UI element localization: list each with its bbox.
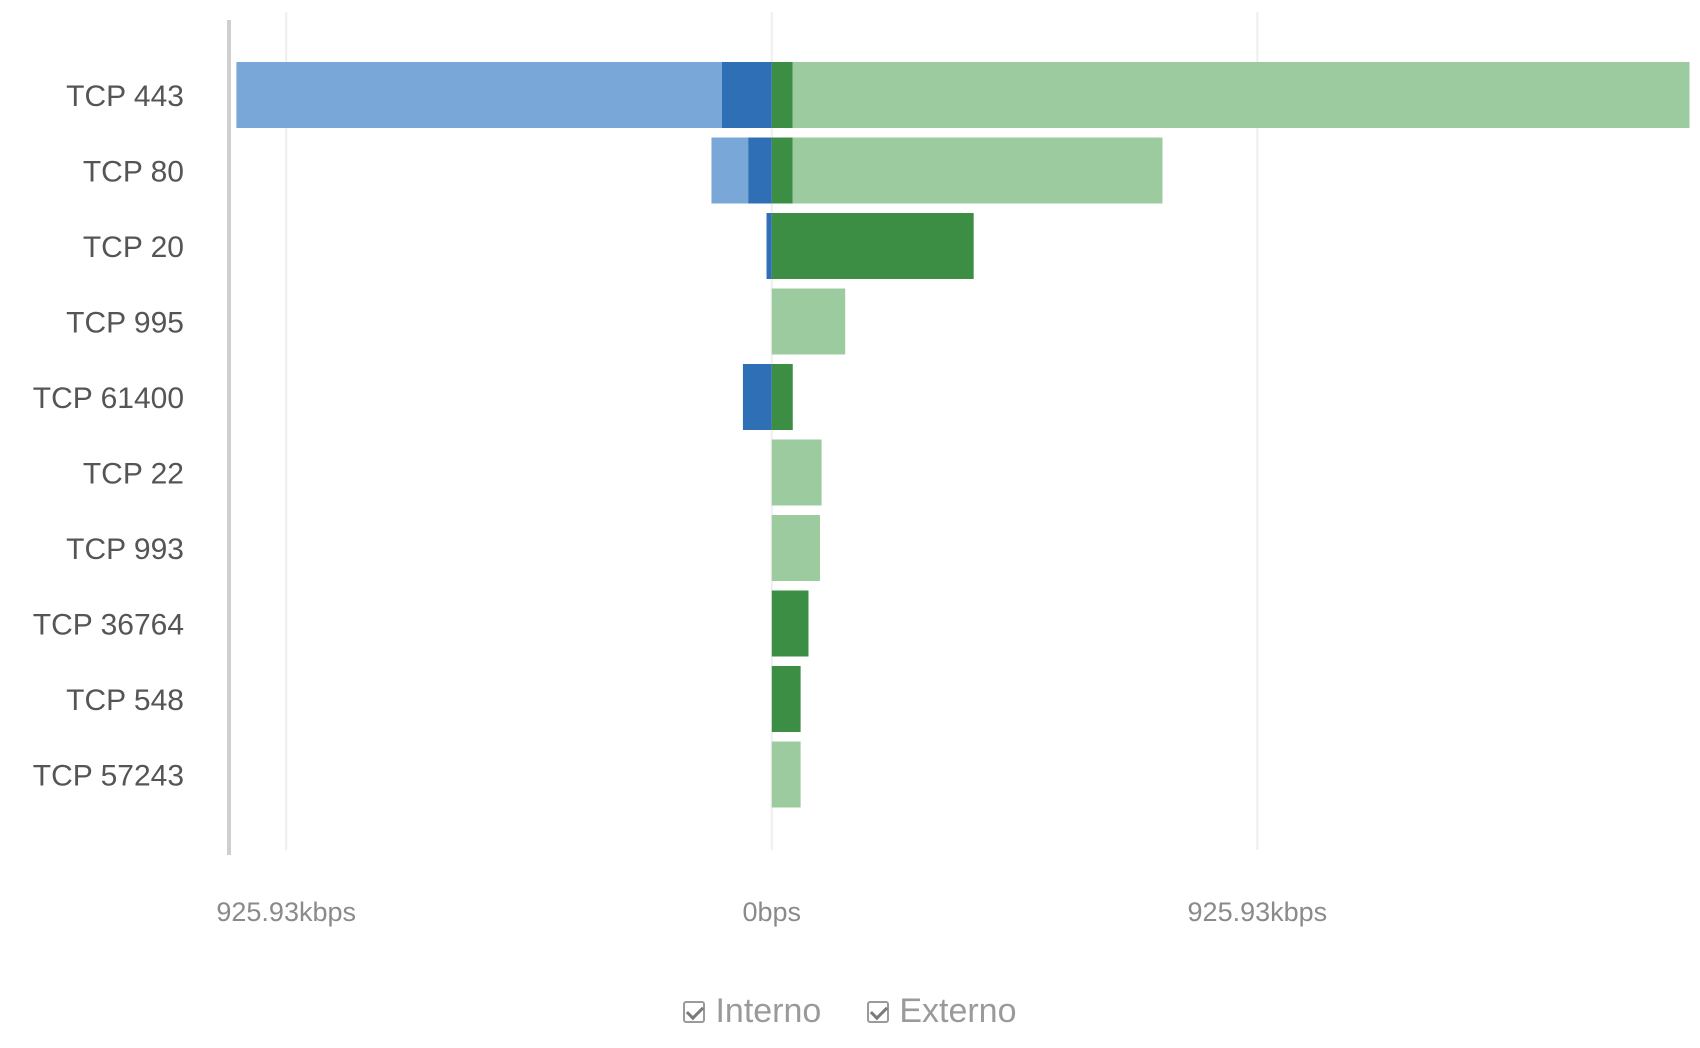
bar-externo [771,515,821,581]
bar-externo [792,137,1163,204]
bar-interno [236,62,722,128]
category-label: TCP 993 [66,533,184,566]
bar-externo [771,288,846,355]
bar-interno-dark [748,137,772,204]
bar-externo-dark [771,137,793,204]
x-tick-label: 0bps [742,897,801,927]
x-tick-label: 925.93kbps [216,897,356,927]
bar-externo-dark [771,364,793,430]
bar-interno-dark [742,364,772,430]
category-label: TCP 36764 [33,609,184,642]
category-label: TCP 20 [83,231,184,264]
x-tick-labels: 925.93kbps 0bps 925.93kbps [216,897,1327,927]
category-label: TCP 61400 [33,382,184,415]
bar-externo-dark [771,590,809,657]
bar-externo-dark [771,666,801,732]
category-labels: TCP 443 TCP 80 TCP 20 TCP 995 TCP 61400 TCP 2… [33,80,184,793]
category-label: TCP 57243 [33,760,184,793]
legend-item-interno[interactable]: Interno [683,992,821,1031]
category-label: TCP 22 [83,458,184,491]
bar-externo-dark [771,62,793,128]
bar-interno-dark [766,213,772,279]
bar-externo-dark [771,213,974,279]
category-label: TCP 548 [66,684,184,717]
bar-externo [792,62,1690,128]
checkbox-icon[interactable] [867,1000,890,1023]
category-label: TCP 995 [66,307,184,340]
x-tick-label: 925.93kbps [1188,897,1328,927]
checkbox-icon[interactable] [683,1000,706,1023]
bar-externo [771,439,822,506]
legend-label-interno: Interno [715,992,822,1030]
legend-label-externo: Externo [899,992,1017,1030]
category-label: TCP 80 [83,156,184,189]
bars [236,62,1690,808]
bar-externo [771,741,801,808]
legend-item-externo[interactable]: Externo [867,992,1017,1031]
bar-interno-dark [721,62,772,128]
bar-interno [711,137,749,204]
legend: Interno Externo [0,992,1700,1031]
category-label: TCP 443 [66,80,184,113]
